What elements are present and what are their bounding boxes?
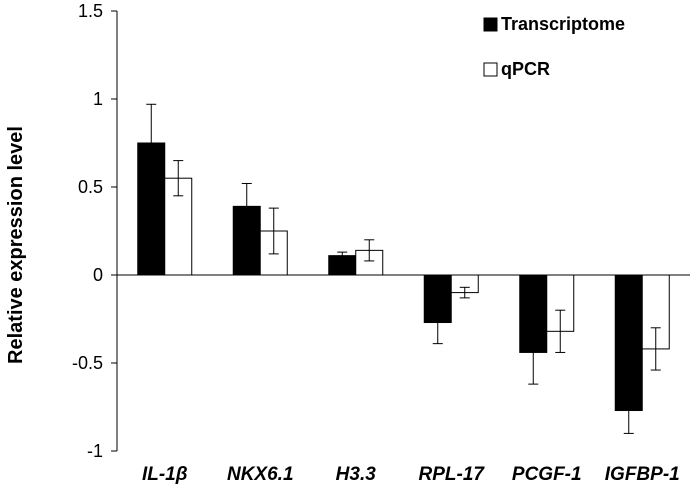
y-tick-label: 1.5 xyxy=(78,1,103,21)
legend: Transcriptome qPCR xyxy=(483,14,625,79)
legend-swatch xyxy=(483,17,498,32)
category-label: IGFBP-1 xyxy=(605,464,680,485)
y-tick-label: 0 xyxy=(93,265,103,285)
category-label: PCGF-1 xyxy=(512,464,582,485)
legend-swatch xyxy=(483,62,498,77)
y-axis: 1.5 1 0.5 0 -0.5 -1 xyxy=(72,1,118,461)
bars xyxy=(137,142,670,412)
category-labels: IL-1β NKX6.1 H3.3 RPL-17 PCGF-1 IGFBP-1 xyxy=(142,464,680,485)
y-tick-label: -1 xyxy=(87,441,103,461)
y-axis-title: Relative expression level xyxy=(5,126,27,364)
category-label: H3.3 xyxy=(336,464,377,485)
legend-label: qPCR xyxy=(501,59,550,79)
category-label: IL-1β xyxy=(142,464,188,485)
legend-label: Transcriptome xyxy=(501,14,625,34)
category-label: RPL-17 xyxy=(419,464,486,485)
error-bars xyxy=(146,103,661,434)
y-tick-label: -0.5 xyxy=(72,353,103,373)
category-label: NKX6.1 xyxy=(227,464,294,485)
y-tick-label: 1 xyxy=(93,89,103,109)
y-tick-label: 0.5 xyxy=(78,177,103,197)
